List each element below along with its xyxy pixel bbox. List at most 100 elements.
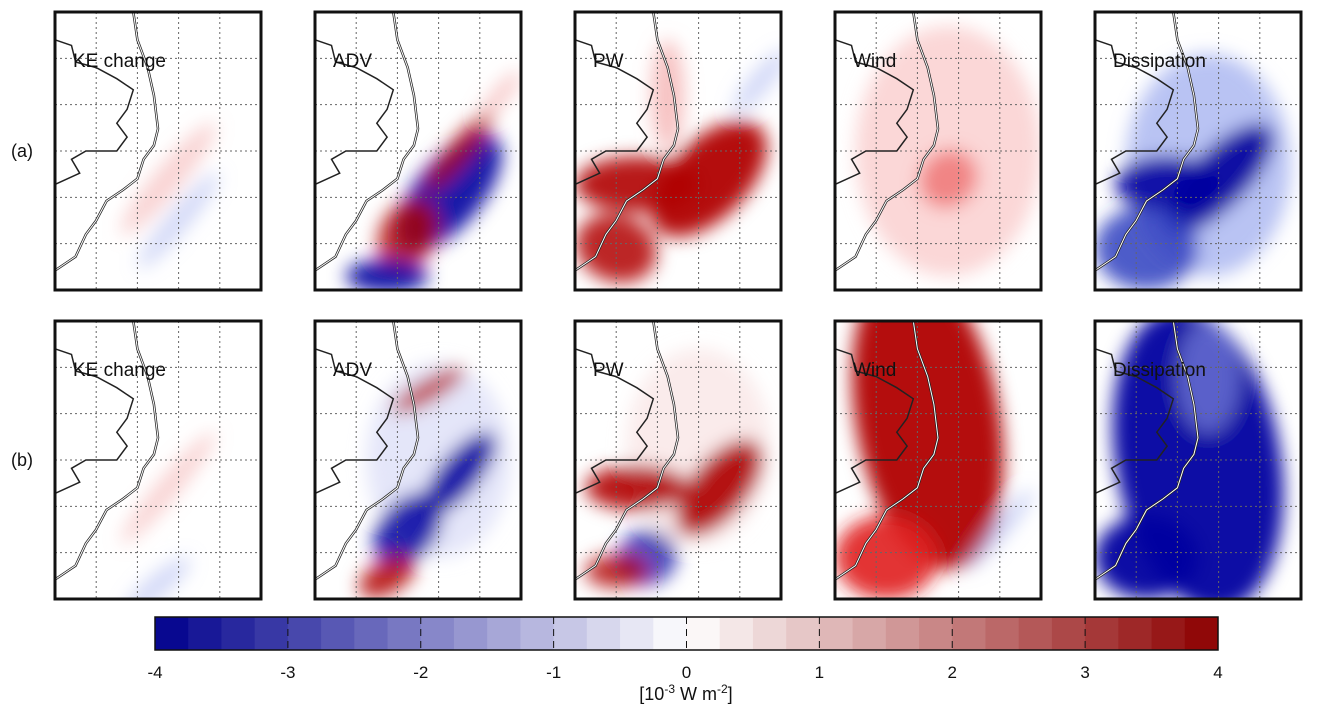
field-blob	[377, 199, 439, 270]
colorbar-cell	[1118, 617, 1153, 650]
colorbar-cell	[221, 617, 256, 650]
field	[120, 122, 220, 269]
colorbar-cell	[985, 617, 1020, 650]
map-panel: ADV	[313, 319, 523, 601]
colorbar-tick-label: -1	[546, 663, 561, 682]
field-blob	[835, 515, 938, 599]
field	[575, 39, 781, 283]
panel-frame	[313, 10, 523, 292]
colorbar-cell	[1051, 617, 1086, 650]
label-part: -2	[717, 682, 728, 696]
field-blob	[918, 149, 978, 209]
colorbar-cell	[586, 617, 621, 650]
field	[345, 71, 521, 290]
colorbar-tick-label: 1	[815, 663, 824, 682]
colorbar-cell	[752, 617, 787, 650]
colorbar-cell	[686, 617, 721, 650]
colorbar-cell	[188, 617, 222, 650]
colorbar-cell	[254, 617, 289, 650]
colorbar-cell	[1151, 617, 1186, 650]
field-blob	[650, 120, 767, 237]
field-blob	[575, 156, 699, 213]
field-blob	[345, 259, 429, 290]
coastline	[574, 348, 655, 495]
coastline	[314, 39, 395, 186]
coastline	[1094, 348, 1175, 495]
colorbar-tick-label: 4	[1213, 663, 1222, 682]
map-panel: KE change	[53, 319, 263, 601]
colorbar-tick-label: -2	[413, 663, 428, 682]
coastline	[574, 11, 679, 271]
field-blob	[651, 39, 685, 151]
panel-title: Dissipation	[1113, 51, 1206, 72]
panel-frame	[53, 319, 263, 601]
field	[835, 321, 1034, 599]
colorbar-tick-label: 2	[948, 663, 957, 682]
field-blob	[373, 493, 442, 566]
field-blob	[585, 465, 689, 511]
colorbar-cell	[387, 617, 422, 650]
coastline	[834, 320, 939, 580]
field	[359, 362, 511, 598]
colorbar-cell	[653, 617, 687, 650]
field-blob	[1095, 515, 1198, 599]
field-blob	[425, 110, 494, 192]
map-panel: Dissipation	[1093, 10, 1303, 292]
panel-frame	[573, 10, 783, 292]
map-panel: Dissipation	[1093, 319, 1303, 601]
colorbar-cell	[553, 617, 588, 650]
panel-title: ADV	[333, 51, 372, 72]
label-part: -3	[664, 682, 675, 696]
map-panel: PW	[573, 319, 783, 601]
label-part: [10	[639, 684, 664, 704]
coastline	[834, 348, 915, 495]
colorbar-cell	[155, 617, 189, 650]
map-panel: KE change	[53, 10, 263, 292]
field-blob	[1115, 156, 1219, 213]
map-panel: Wind	[833, 319, 1043, 601]
field-blob	[359, 555, 416, 598]
field-blob	[137, 172, 220, 269]
panel-title: PW	[593, 360, 624, 381]
panel-title: Dissipation	[1113, 360, 1206, 381]
panel-frame	[313, 319, 523, 601]
colorbar-cell	[287, 617, 322, 650]
panel-frame	[833, 10, 1043, 292]
coastline	[1094, 11, 1199, 271]
panel-frame	[1093, 319, 1303, 601]
field	[1095, 321, 1284, 599]
panel-title: ADV	[333, 360, 372, 381]
row-label: (a)	[11, 141, 33, 161]
field-blob	[479, 71, 521, 120]
colorbar-cell	[453, 617, 488, 650]
colorbar-cell	[885, 617, 920, 650]
colorbar-cell	[487, 617, 521, 650]
panel-title: KE change	[73, 51, 166, 72]
field-blob	[732, 49, 781, 114]
panel-title: Wind	[853, 51, 896, 72]
map-panel: PW	[573, 10, 783, 292]
panel-frame	[833, 319, 1043, 601]
field-blob	[1095, 206, 1198, 290]
coastline	[54, 11, 159, 271]
colorbar-tick-label: -3	[280, 663, 295, 682]
colorbar-tick-label: 3	[1080, 663, 1089, 682]
panel-title: Wind	[853, 360, 896, 381]
coastline	[574, 39, 655, 186]
colorbar-cell	[786, 617, 820, 650]
field-blob	[392, 367, 465, 414]
colorbar-cell	[952, 617, 986, 650]
colorbar-cell	[620, 617, 654, 650]
colorbar-cell	[852, 617, 887, 650]
coastline	[314, 11, 419, 271]
coastline	[1094, 320, 1199, 580]
coastline	[574, 320, 679, 580]
coastline	[834, 11, 939, 271]
panel-frame	[53, 10, 263, 292]
coastline	[314, 320, 419, 580]
colorbar-cell	[1184, 617, 1219, 650]
field-blob	[676, 440, 762, 536]
row-label: (b)	[11, 450, 33, 470]
coastline	[54, 320, 159, 580]
